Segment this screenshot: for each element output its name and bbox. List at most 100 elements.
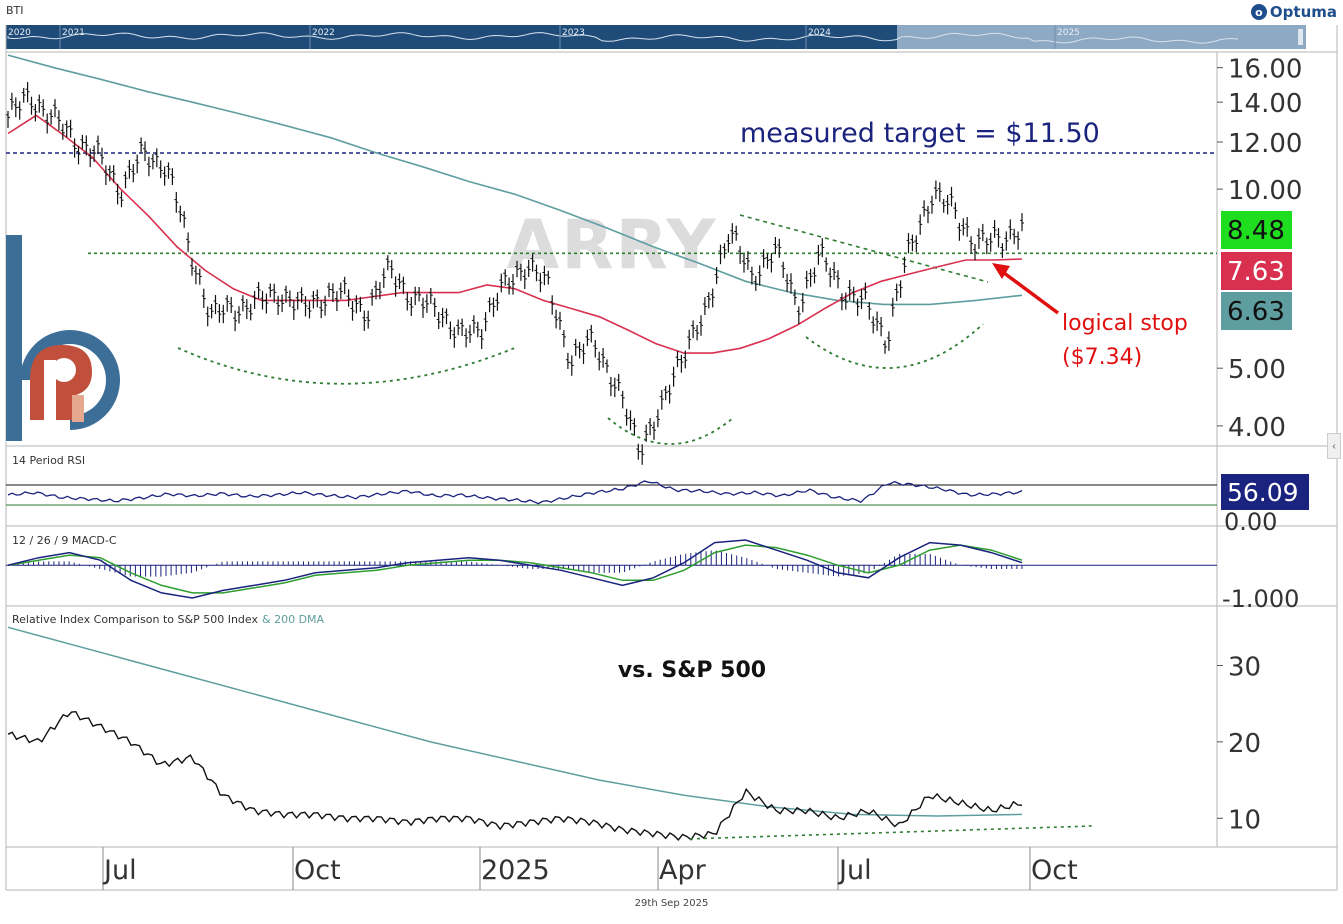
price-tick-label: 14.00	[1228, 89, 1302, 119]
left-shoulder-arc	[177, 346, 518, 385]
price-bar	[456, 319, 461, 336]
price-bar	[930, 195, 934, 214]
price-bar	[237, 306, 241, 324]
price-bar	[1000, 243, 1005, 258]
price-bar	[417, 287, 422, 302]
price-bar	[45, 113, 50, 134]
price-bar	[965, 217, 970, 237]
rsi-line	[7, 480, 1023, 505]
price-bar	[992, 220, 997, 238]
price-bar	[753, 275, 758, 291]
vs-sp500-label: vs. S&P 500	[618, 658, 766, 683]
navigator-year-label: 2020	[8, 28, 31, 38]
price-bar	[518, 263, 523, 281]
price-bar	[632, 418, 637, 436]
price-bar	[444, 308, 449, 325]
price-bar	[683, 350, 688, 369]
price-bar	[393, 276, 398, 297]
price-bar	[546, 270, 551, 285]
head-arc	[607, 417, 734, 445]
price-bar	[139, 137, 144, 153]
relative-axis: 30 20 10	[1217, 652, 1261, 835]
price-bar	[366, 310, 371, 329]
price-bar	[389, 260, 394, 279]
price-bar	[542, 265, 547, 286]
x-tick-label: 2025	[481, 855, 550, 886]
price-bar	[119, 191, 124, 208]
panel-collapse-button[interactable]: ‹	[1327, 433, 1341, 459]
price-bar	[80, 134, 85, 149]
brand-logo: o Optuma	[1250, 3, 1337, 21]
price-bar	[428, 288, 433, 304]
brand-name: Optuma	[1269, 3, 1337, 21]
macd-signal-line	[7, 544, 1023, 594]
price-bar	[280, 294, 285, 313]
rsi-value-badge	[1221, 474, 1309, 510]
x-tick-label: Jul	[837, 855, 872, 886]
price-bar	[209, 304, 214, 319]
price-bar	[773, 237, 778, 255]
price-bar	[186, 232, 191, 252]
price-bar	[229, 296, 234, 313]
price-bar	[338, 282, 343, 300]
price-bar	[926, 205, 930, 224]
price-bar	[131, 164, 136, 183]
price-bar	[327, 282, 331, 298]
price-bar	[824, 257, 829, 272]
price-bar	[162, 166, 167, 186]
x-axis: Jul Oct 2025 Apr Jul Oct	[102, 847, 1078, 890]
stop-arrow	[998, 268, 1060, 315]
price-bar	[401, 276, 406, 295]
price-bar	[421, 297, 425, 318]
price-bar	[507, 277, 512, 295]
price-bar	[918, 214, 923, 235]
price-bar	[687, 329, 692, 350]
price-panel: ARRY measured target = $11.50 logical st…	[6, 54, 1302, 465]
chart-date: 29th Sep 2025	[634, 898, 709, 909]
price-bar	[867, 302, 872, 320]
price-bars	[6, 82, 1024, 465]
price-bar	[107, 165, 112, 182]
price-bar	[706, 292, 711, 309]
price-bar	[816, 244, 821, 265]
time-navigator[interactable]: 2020 2021 2022 2023 2024 2025	[5, 25, 1306, 49]
price-bar	[730, 223, 735, 244]
price-bar	[103, 165, 108, 185]
price-bar	[949, 186, 954, 207]
price-bar	[522, 269, 527, 289]
price-bar	[526, 259, 531, 277]
macd-line	[7, 539, 1023, 599]
price-bar	[902, 256, 907, 273]
price-bar	[260, 290, 265, 310]
price-bar	[695, 325, 700, 341]
price-bar	[9, 92, 14, 110]
price-bar	[573, 338, 578, 356]
right-shoulder-arc	[805, 323, 984, 369]
price-bar	[577, 341, 582, 359]
price-bar	[60, 123, 65, 140]
price-bar	[655, 409, 660, 428]
price-bar	[569, 355, 574, 376]
price-bar	[699, 315, 703, 336]
price-bar	[244, 299, 249, 320]
x-tick-label: Oct	[1031, 855, 1078, 886]
price-bar	[875, 311, 880, 331]
price-bar	[648, 418, 653, 436]
navigator-handle[interactable]	[1298, 29, 1303, 45]
price-bar	[432, 297, 437, 317]
price-bar	[836, 270, 840, 289]
price-bar	[593, 340, 598, 358]
price-bar	[718, 244, 723, 265]
price-bar	[859, 289, 864, 310]
price-bar	[17, 101, 22, 120]
navigator-window[interactable]	[897, 25, 1306, 49]
price-bar	[307, 301, 312, 319]
price-bar	[1008, 219, 1013, 240]
price-bar	[330, 283, 335, 302]
relative-title: Relative Index Comparison to S&P 500 Ind…	[12, 613, 258, 626]
price-bar	[1016, 231, 1021, 250]
price-bar	[652, 421, 656, 440]
price-bar	[135, 154, 140, 174]
price-bar	[777, 238, 782, 258]
price-bar	[628, 410, 633, 431]
